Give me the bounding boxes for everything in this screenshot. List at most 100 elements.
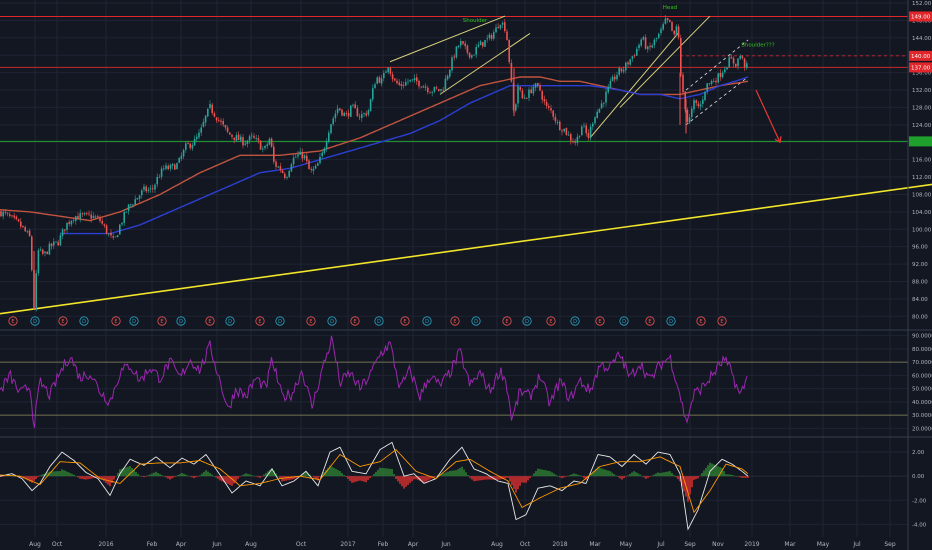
candle-body [48,243,51,255]
candle-body [653,39,656,46]
channel-line [685,39,749,91]
candle-body [297,154,299,157]
candle-body [31,236,33,271]
candle-body [112,236,114,238]
macd-histogram-bar [331,466,333,477]
event-marker-label: E [61,319,64,325]
macd-histogram-bar [235,476,237,482]
candle-body [372,88,374,100]
candle-body [561,130,563,132]
macd-histogram-bar [545,470,547,477]
candle-body [209,103,211,109]
macd-histogram-bar [393,473,395,477]
macd-histogram-bar [287,476,289,481]
candle-body [66,222,68,230]
candle-body [350,105,352,117]
macd-histogram-bar [465,472,467,477]
candle-body [114,236,117,238]
macd-histogram-bar [145,476,147,477]
event-marker [374,316,384,326]
macd-histogram-bar [117,472,119,477]
candle-body [259,140,262,150]
candle-body [22,225,24,228]
candle-body [2,211,4,217]
rsi-line [0,335,748,429]
event-marker-label: D [179,319,183,325]
candle-body [490,35,493,39]
candle-body [358,116,361,118]
price-y-tick-label: 108.00 [912,192,932,198]
candle-body [233,137,235,140]
macd-histogram-bar [215,476,217,478]
event-marker [157,316,167,326]
pattern-annotation: Head [663,5,677,11]
candle-body [185,143,187,150]
candle-body [405,81,407,86]
macd-histogram-bar [37,476,39,478]
macd-histogram-bar [645,476,647,479]
macd-histogram-bar [85,476,87,480]
x-tick-label: 2018 [552,541,567,548]
macd-histogram-bar [397,476,399,482]
macd-histogram-bar [127,466,129,477]
macd-histogram-bar [413,476,415,480]
macd-histogram-bar [469,476,471,478]
macd-histogram-bar [365,476,367,483]
macd-histogram-bar [577,474,579,477]
macd-histogram-bar [355,476,357,482]
projection-arrow [755,89,781,143]
candle-body [427,87,429,92]
x-tick-label: Aug [245,541,257,548]
event-marker-label: D [82,319,86,325]
macd-histogram-bar [617,476,619,477]
candle-body [539,85,541,91]
candle-body [548,105,550,108]
candle-body [398,82,400,85]
candle-body [455,46,458,58]
candle-body [361,114,363,118]
candle-body [275,161,277,167]
rsi-y-tick-label: 30.0000 [912,413,932,419]
macd-histogram-bar [3,476,5,477]
macd-histogram-bar [349,476,351,481]
event-marker [400,316,410,326]
candle-body [301,151,304,159]
macd-histogram-bar [571,474,573,477]
macd-histogram-bar [367,476,369,481]
macd-histogram-bar [151,473,153,477]
candle-body [55,241,57,243]
candle-body [262,148,264,150]
event-marker [502,316,512,326]
candle-body [332,118,334,124]
macd-histogram-bar [181,472,183,477]
macd-histogram-bar [637,473,639,477]
rsi-pane[interactable] [0,335,908,429]
candle-body [59,235,62,246]
macd-histogram-bar [301,474,303,477]
event-marker [471,316,481,326]
candle-body [730,57,733,59]
candle-body [171,163,174,166]
candle-body [165,165,167,169]
candle-body [684,91,686,110]
price-y-tick-label: 128.00 [912,105,932,111]
pattern-annotation: Shoulder [463,18,488,24]
macd-histogram-bar [741,476,743,478]
macd-histogram-bar [279,476,281,479]
candle-body [116,235,119,238]
candle-body [416,77,418,82]
candle-body [420,86,422,88]
candle-body [356,108,359,117]
candle-body [9,214,11,216]
candle-body [92,215,95,218]
macd-pane[interactable] [0,441,908,531]
macd-histogram-bar [671,473,673,477]
price-y-tick-label: 84.00 [912,297,928,303]
macd-histogram-bar [557,476,559,477]
candle-body [94,216,97,218]
price-pane[interactable]: Shoulder Head Shoulder??? E D E D E D E D E D E D E D E D E… [0,5,932,326]
candle-body [677,26,680,38]
candle-body [499,24,502,29]
candle-body [396,80,398,84]
